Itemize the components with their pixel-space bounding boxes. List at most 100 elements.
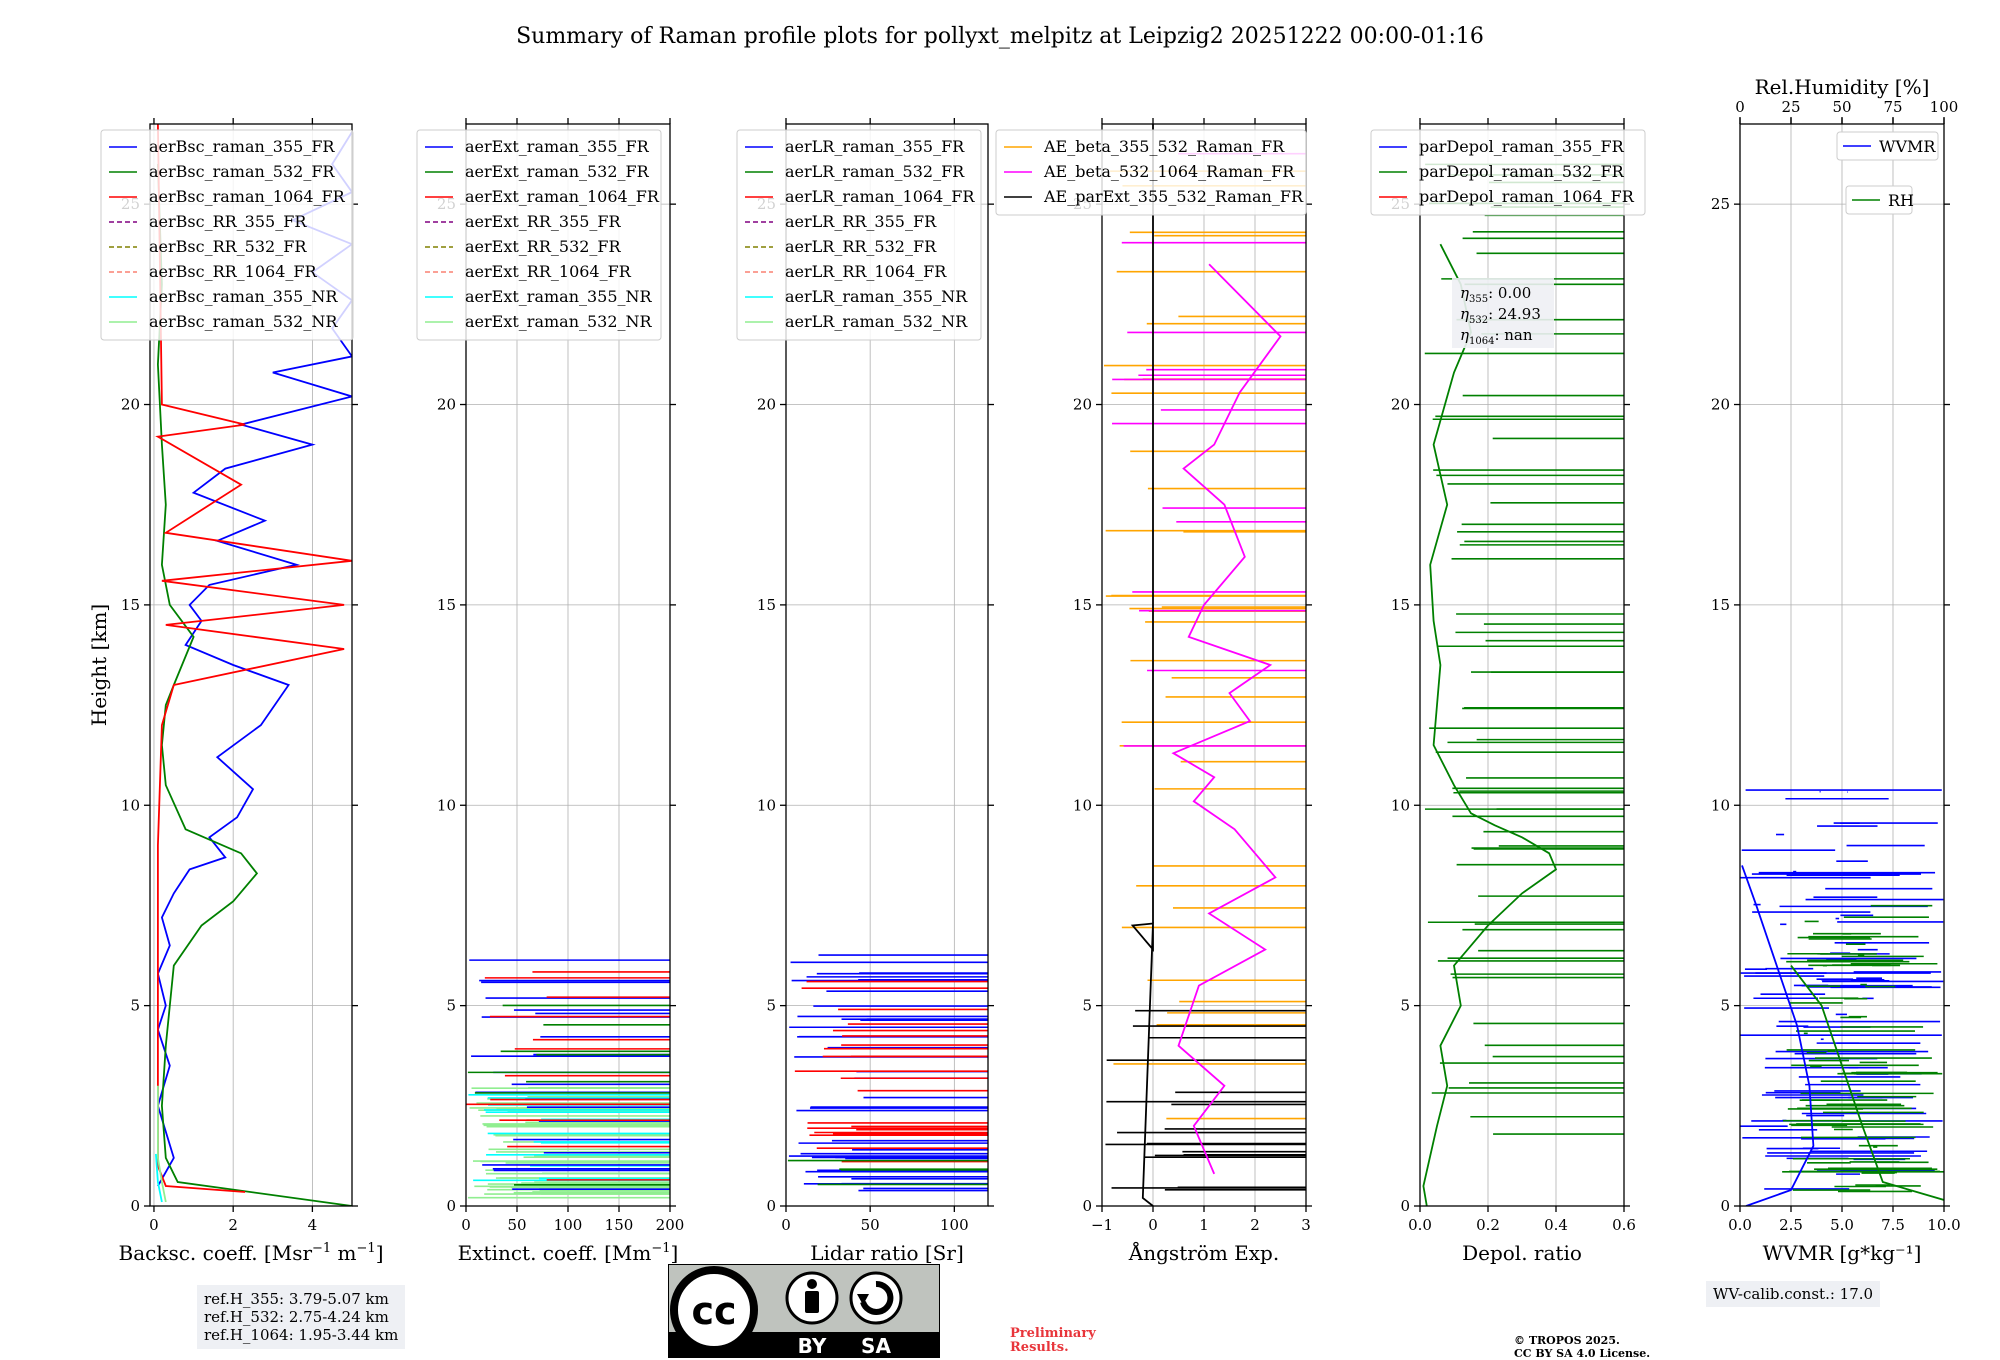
legend-label: RH bbox=[1888, 191, 1914, 210]
panel-angstrom: −101230510152025Ångström Exp.AE_beta_355… bbox=[995, 118, 1312, 1265]
legend-label: aerBsc_RR_1064_FR bbox=[149, 262, 318, 281]
legend-label: AE_parExt_355_532_Raman_FR bbox=[1043, 187, 1304, 206]
y-tick-label: 10 bbox=[757, 796, 776, 814]
x-axis-label: Extinct. coeff. [Mm−1] bbox=[458, 1241, 679, 1265]
top-x-tick-label: 50 bbox=[1832, 98, 1851, 116]
legend-label: aerLR_RR_355_FR bbox=[785, 212, 937, 231]
y-tick-label: 25 bbox=[1711, 195, 1730, 213]
x-axis-label: Ångström Exp. bbox=[1128, 1240, 1279, 1265]
top-x-tick-label: 0 bbox=[1735, 98, 1745, 116]
legend-box bbox=[1370, 129, 1646, 216]
y-tick-label: 5 bbox=[766, 997, 776, 1015]
y-tick-label: 0 bbox=[1082, 1197, 1092, 1215]
reference-heights-box: ref.H_355: 3.79-5.07 km ref.H_532: 2.75-… bbox=[197, 1285, 406, 1349]
panel-extinction: 0501001502000510152025Extinct. coeff. [M… bbox=[416, 118, 685, 1265]
x-tick-label: 0.6 bbox=[1612, 1216, 1636, 1234]
y-tick-label: 10 bbox=[1391, 796, 1410, 814]
legend-label: aerExt_RR_532_FR bbox=[465, 237, 622, 256]
x-tick-label: −1 bbox=[1091, 1216, 1113, 1234]
legend-label: AE_beta_355_532_Raman_FR bbox=[1043, 137, 1285, 156]
y-tick-label: 0 bbox=[1720, 1197, 1730, 1215]
panel-backscatter: 0240510152025Backsc. coeff. [Msr−1 m−1]H… bbox=[87, 118, 384, 1265]
sa-label: SA bbox=[861, 1334, 891, 1358]
series-aerBsc_raman_532_NR bbox=[156, 1085, 167, 1203]
wv-calib-text: WV-calib.const.: 17.0 bbox=[1713, 1285, 1874, 1303]
y-tick-label: 0 bbox=[766, 1197, 776, 1215]
y-tick-label: 15 bbox=[1711, 596, 1730, 614]
eta-box bbox=[1452, 278, 1554, 348]
axes-frame bbox=[785, 123, 989, 1207]
x-tick-label: 0.4 bbox=[1544, 1216, 1568, 1234]
y-tick-label: 0 bbox=[446, 1197, 456, 1215]
x-tick-label: 7.5 bbox=[1881, 1216, 1905, 1234]
y-tick-label: 15 bbox=[121, 596, 140, 614]
legend-label: aerExt_RR_355_FR bbox=[465, 212, 622, 231]
preliminary-note: Preliminary Results. bbox=[1010, 1326, 1096, 1355]
y-tick-label: 5 bbox=[130, 997, 140, 1015]
plot-area bbox=[1103, 124, 1306, 1206]
legend-box bbox=[736, 129, 982, 341]
x-tick-label: 0.0 bbox=[1728, 1216, 1752, 1234]
y-tick-label: 5 bbox=[1720, 997, 1730, 1015]
x-axis-label: Depol. ratio bbox=[1462, 1241, 1582, 1265]
legend-label: aerLR_RR_532_FR bbox=[785, 237, 937, 256]
plot-area bbox=[466, 959, 670, 1199]
wv-calib-box: WV-calib.const.: 17.0 bbox=[1706, 1281, 1881, 1307]
y-tick-label: 0 bbox=[130, 1197, 140, 1215]
y-tick-label: 10 bbox=[121, 796, 140, 814]
ref-height-1064: ref.H_1064: 1.95-3.44 km bbox=[204, 1326, 399, 1344]
panels: 0240510152025Backsc. coeff. [Msr−1 m−1]H… bbox=[87, 75, 1961, 1265]
x-tick-label: 0.0 bbox=[1408, 1216, 1432, 1234]
y-tick-label: 5 bbox=[1082, 997, 1092, 1015]
x-tick-label: 50 bbox=[861, 1216, 880, 1234]
cc-icon bbox=[670, 1266, 758, 1354]
series-aerBsc_raman_532_FR bbox=[156, 164, 352, 1206]
eta-355: η355: 0.00 bbox=[1460, 284, 1531, 305]
legend-label: aerLR_raman_532_NR bbox=[785, 312, 968, 331]
cc-symbol: cc bbox=[691, 1289, 736, 1333]
legend-label: parDepol_raman_355_FR bbox=[1419, 137, 1625, 156]
top-x-tick-label: 100 bbox=[1930, 98, 1959, 116]
x-tick-label: 2.5 bbox=[1779, 1216, 1803, 1234]
y-tick-label: 20 bbox=[121, 396, 140, 414]
x-tick-label: 0 bbox=[1148, 1216, 1158, 1234]
y-tick-label: 15 bbox=[757, 596, 776, 614]
axes-frame bbox=[1419, 123, 1625, 1207]
y-tick-label: 15 bbox=[1391, 596, 1410, 614]
x-axis-label: WVMR [g*kg⁻¹] bbox=[1763, 1241, 1922, 1265]
legend-label: aerExt_raman_355_NR bbox=[465, 287, 653, 306]
x-tick-label: 4 bbox=[308, 1216, 318, 1234]
y-tick-label: 5 bbox=[1400, 997, 1410, 1015]
x-tick-label: 5.0 bbox=[1830, 1216, 1854, 1234]
legend-label: aerExt_raman_532_FR bbox=[465, 162, 650, 181]
legend-label: parDepol_raman_1064_FR bbox=[1419, 187, 1635, 206]
x-tick-label: 1 bbox=[1199, 1216, 1209, 1234]
panel-lidar_ratio: 0501000510152025Lidar ratio [Sr]aerLR_ra… bbox=[736, 118, 994, 1265]
y-tick-label: 20 bbox=[1391, 396, 1410, 414]
eta-532: η532: 24.93 bbox=[1460, 305, 1541, 326]
x-tick-label: 200 bbox=[656, 1216, 685, 1234]
plot-area bbox=[1422, 163, 1624, 1206]
y-tick-label: 20 bbox=[437, 396, 456, 414]
legend-label: AE_beta_532_1064_Raman_FR bbox=[1043, 162, 1295, 181]
legend-label: aerBsc_RR_532_FR bbox=[149, 237, 307, 256]
series-WVMR bbox=[1741, 865, 1815, 1206]
series-AE_parExt_355_532_Raman_FR bbox=[1130, 124, 1154, 1206]
y-tick-label: 10 bbox=[1711, 796, 1730, 814]
x-axis-label: Lidar ratio [Sr] bbox=[810, 1241, 964, 1265]
panel-depolarization: 0.00.20.40.60510152025Depol. ratioparDep… bbox=[1370, 118, 1646, 1265]
x-tick-label: 2 bbox=[228, 1216, 238, 1234]
y-tick-label: 5 bbox=[446, 997, 456, 1015]
legend-box bbox=[416, 129, 662, 341]
legend-box bbox=[100, 129, 354, 341]
legend-label: aerBsc_raman_355_NR bbox=[149, 287, 338, 306]
figure-title: Summary of Raman profile plots for polly… bbox=[516, 24, 1484, 49]
y-tick-label: 15 bbox=[437, 596, 456, 614]
legend-label: parDepol_raman_532_FR bbox=[1419, 162, 1625, 181]
legend-label: aerExt_raman_1064_FR bbox=[465, 187, 660, 206]
legend-label: aerExt_RR_1064_FR bbox=[465, 262, 632, 281]
panel-water_vapor: 0.0 2.5 5.0 7.5 10.0 0 5 10 15 20 25 WVMR [g*kg⁻¹] 0… bbox=[1711, 75, 1961, 1265]
y-axis-label: Height [km] bbox=[87, 604, 111, 726]
y-tick-label: 0 bbox=[1400, 1197, 1410, 1215]
